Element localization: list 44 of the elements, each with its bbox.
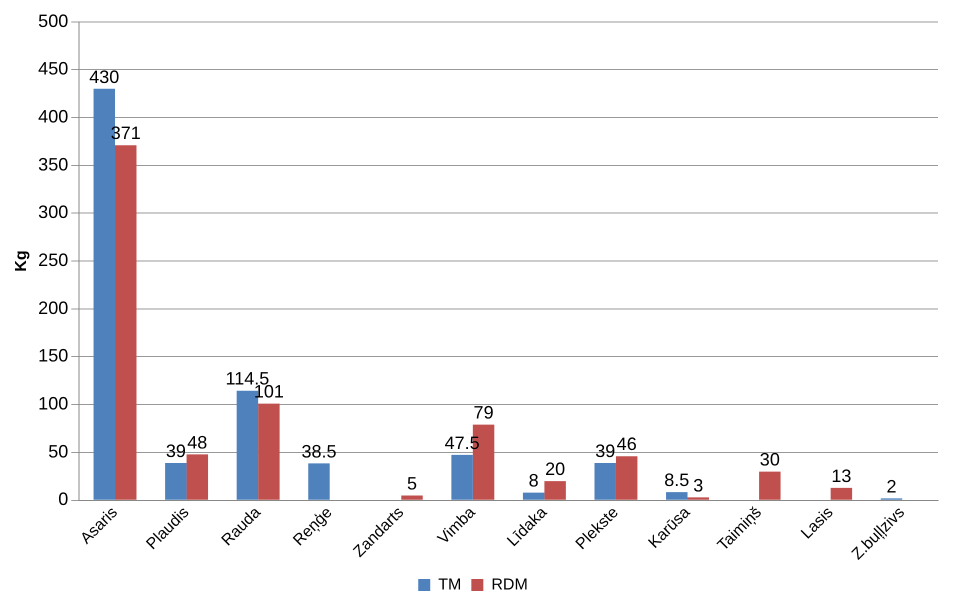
y-axis-title: Kg	[13, 250, 30, 272]
legend-label: TM	[438, 576, 462, 594]
data-label: 430	[89, 66, 120, 87]
bar	[115, 145, 136, 500]
legend-label: RDM	[491, 576, 528, 594]
data-label: 79	[474, 402, 494, 423]
bar	[544, 481, 566, 500]
data-label: 13	[831, 466, 852, 486]
bar	[401, 495, 423, 500]
data-label: 3	[693, 475, 704, 496]
y-tick-label: 500	[38, 10, 68, 31]
y-tick-label: 50	[48, 441, 68, 462]
bar	[522, 492, 544, 500]
bar	[594, 462, 616, 500]
bar	[258, 404, 280, 500]
data-label: 30	[760, 450, 780, 470]
data-label: 20	[545, 459, 566, 480]
y-tick-label: 350	[38, 154, 68, 174]
bar	[308, 463, 330, 500]
data-label: 5	[406, 473, 418, 494]
data-label: 39	[595, 440, 616, 461]
y-tick-label: 150	[38, 346, 68, 366]
data-label: 2	[886, 476, 896, 496]
data-label: 38.5	[301, 441, 336, 462]
y-tick-label: 100	[38, 394, 68, 414]
y-tick-label: 200	[38, 298, 68, 318]
y-tick-label: 250	[38, 250, 68, 270]
bar	[666, 492, 688, 500]
bar	[759, 472, 781, 500]
y-tick-label: 450	[38, 58, 68, 79]
bar	[830, 488, 852, 500]
data-label: 8	[528, 470, 539, 491]
data-label: 46	[616, 434, 637, 454]
y-tick-label: 0	[58, 489, 68, 510]
data-label: 39	[166, 440, 186, 461]
bar	[165, 462, 187, 500]
data-label: 8.5	[664, 470, 690, 490]
bar	[616, 456, 638, 500]
bar	[186, 454, 208, 500]
y-tick-label: 300	[38, 202, 68, 222]
bar	[451, 454, 473, 500]
bar	[688, 497, 709, 500]
data-label: 48	[187, 432, 208, 452]
y-tick-label: 400	[38, 106, 68, 126]
